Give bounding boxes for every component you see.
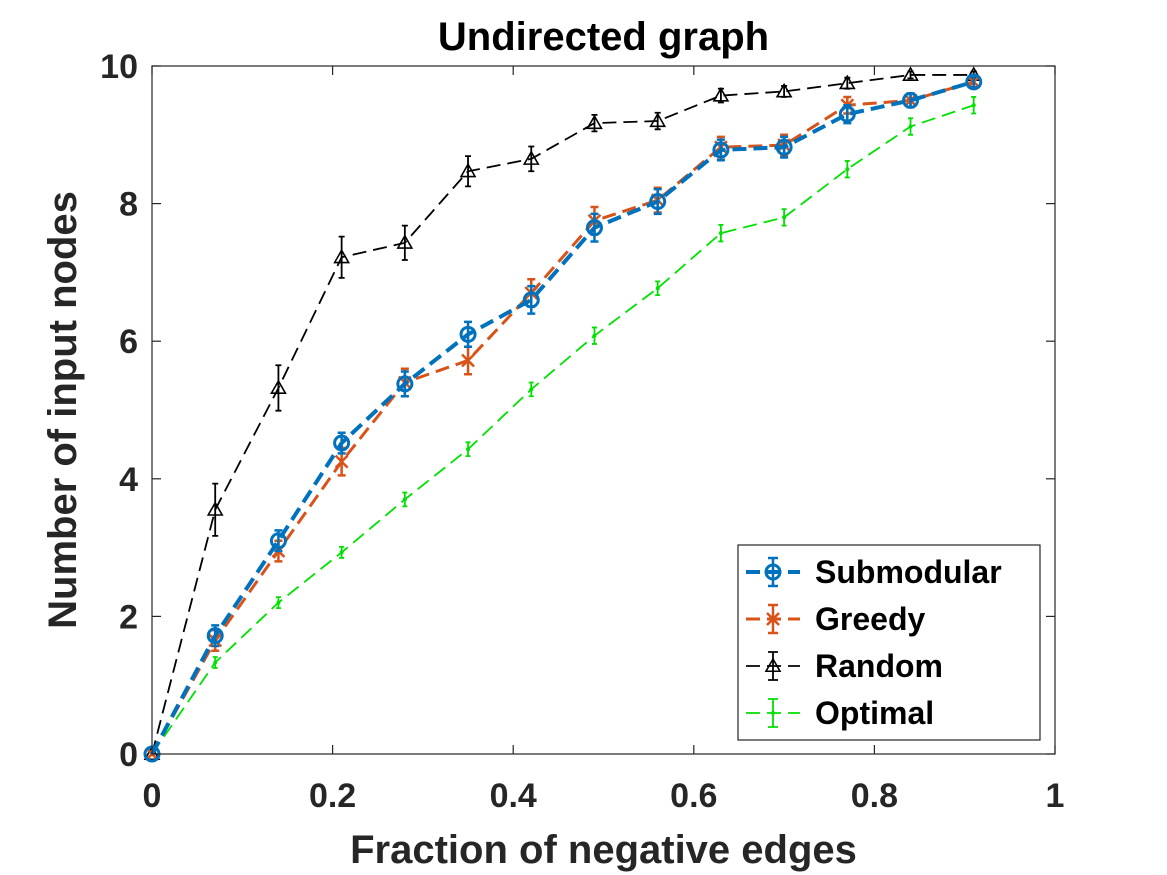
data-point xyxy=(838,74,856,90)
legend-label: Greedy xyxy=(815,601,925,637)
data-point xyxy=(459,325,477,343)
data-point xyxy=(143,745,161,761)
data-point xyxy=(402,497,407,502)
legend-error-bar xyxy=(768,556,778,588)
data-point xyxy=(276,600,281,605)
chart-title: Undirected graph xyxy=(438,15,769,59)
x-tick-label: 1 xyxy=(1046,777,1065,815)
data-point xyxy=(908,124,913,129)
legend-label: Random xyxy=(815,648,943,684)
legend-box xyxy=(737,544,1041,741)
data-point xyxy=(213,660,218,665)
data-point xyxy=(649,112,667,128)
error-bar xyxy=(527,284,536,315)
data-point xyxy=(965,73,983,91)
data-point xyxy=(466,447,471,452)
legend-marker xyxy=(764,657,782,673)
legend-marker xyxy=(764,563,782,581)
series-line xyxy=(150,80,975,755)
series-submodular xyxy=(143,73,983,763)
legend-entry-submodular: Submodular xyxy=(746,554,1002,590)
data-point xyxy=(838,105,856,123)
data-point xyxy=(333,434,351,452)
legend: Submodular Greedy Random Optimal xyxy=(737,544,1041,741)
data-point xyxy=(206,627,224,645)
data-point xyxy=(396,375,414,393)
data-point xyxy=(782,215,787,220)
data-point xyxy=(712,141,730,159)
legend-marker xyxy=(771,711,775,715)
data-point xyxy=(712,86,730,102)
series-random xyxy=(143,66,983,761)
x-tick-label: 0.2 xyxy=(309,777,356,815)
data-point xyxy=(592,333,597,338)
x-tick-label: 0.8 xyxy=(851,777,898,815)
data-point xyxy=(586,114,603,130)
plot-frame xyxy=(151,65,1056,755)
legend-label: Optimal xyxy=(815,695,934,731)
data-point xyxy=(334,454,349,469)
y-axis-label: Number of input nodes xyxy=(41,191,85,629)
data-point xyxy=(585,219,603,237)
x-tick-labels: 0 0.2 0.4 0.6 0.8 1 xyxy=(143,777,1065,815)
data-point xyxy=(775,138,793,156)
data-point xyxy=(269,532,287,550)
data-point xyxy=(396,234,414,249)
legend-label: Submodular xyxy=(815,554,1002,590)
y-tick-label: 0 xyxy=(119,736,138,774)
data-point xyxy=(902,91,920,109)
data-point xyxy=(971,103,976,108)
data-point xyxy=(775,82,793,98)
legend-marker xyxy=(766,612,780,626)
data-point xyxy=(206,501,224,516)
x-axis-label: Fraction of negative edges xyxy=(350,828,857,872)
data-point xyxy=(459,162,477,178)
data-point xyxy=(333,248,351,264)
data-point xyxy=(845,167,850,172)
data-point xyxy=(522,150,540,165)
series-line xyxy=(151,74,974,755)
y-tick-label: 4 xyxy=(119,461,138,499)
legend-entries: Submodular Greedy Random Optimal xyxy=(746,554,1002,731)
series-line xyxy=(150,79,975,755)
data-point xyxy=(270,379,287,395)
data-point xyxy=(902,66,919,81)
legend-entry-random: Random xyxy=(746,648,943,684)
data-point xyxy=(522,291,540,309)
y-tick-label: 8 xyxy=(119,186,138,224)
legend-entry-optimal: Optimal xyxy=(746,695,934,731)
data-point xyxy=(655,286,660,291)
data-point xyxy=(339,550,344,555)
series-optimal xyxy=(150,96,977,756)
x-tick-label: 0.4 xyxy=(490,777,537,815)
x-tick-label: 0 xyxy=(143,777,162,815)
data-point xyxy=(529,387,534,392)
legend-error-bar xyxy=(768,651,778,681)
series-layer xyxy=(143,66,983,763)
data-point xyxy=(649,193,667,211)
y-tick-label: 2 xyxy=(119,598,138,636)
y-tick-labels: 0 2 4 6 8 10 xyxy=(100,48,138,774)
data-point xyxy=(461,353,475,368)
y-tick-label: 6 xyxy=(119,323,138,361)
series-line xyxy=(151,104,975,755)
data-point xyxy=(718,231,723,236)
legend-entry-greedy: Greedy xyxy=(746,601,925,637)
y-tick-label: 10 xyxy=(100,48,138,86)
x-tick-label: 0.6 xyxy=(670,777,717,815)
